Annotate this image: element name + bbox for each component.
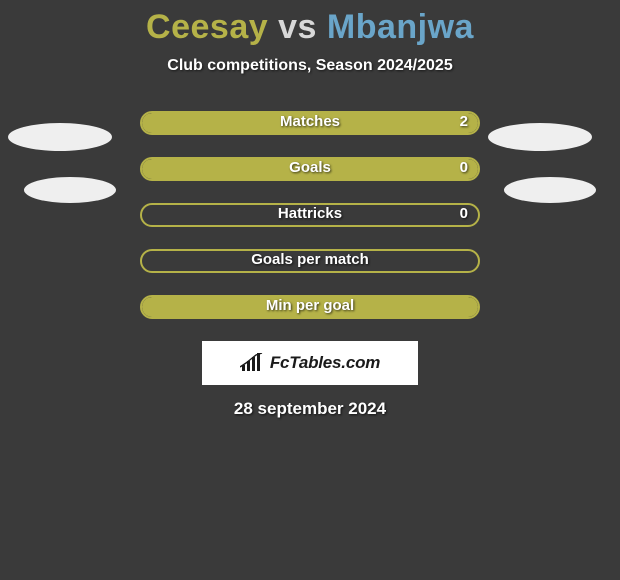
stat-row: Goals per match xyxy=(140,249,480,273)
shadow-ellipse xyxy=(8,123,112,151)
shadow-ellipse xyxy=(488,123,592,151)
logo-text: FcTables.com xyxy=(270,353,380,373)
title-player1: Ceesay xyxy=(146,8,268,46)
bar-label: Goals per match xyxy=(140,249,480,273)
bar-label: Hattricks xyxy=(140,203,480,227)
stat-row: Min per goal xyxy=(140,295,480,319)
bar-label: Min per goal xyxy=(140,295,480,319)
subtitle: Club competitions, Season 2024/2025 xyxy=(0,57,620,75)
stat-row: Hattricks0 xyxy=(140,203,480,227)
shadow-ellipse xyxy=(24,177,116,203)
bar-label: Goals xyxy=(140,157,480,181)
stat-row: Matches2 xyxy=(140,111,480,135)
date-label: 28 september 2024 xyxy=(0,399,620,419)
title-vs: vs xyxy=(278,8,317,46)
title-player2: Mbanjwa xyxy=(327,8,474,46)
bar-label: Matches xyxy=(140,111,480,135)
page-title: Ceesay vs Mbanjwa xyxy=(0,8,620,47)
stat-row: Goals0 xyxy=(140,157,480,181)
logo-box: FcTables.com xyxy=(202,341,418,385)
bar-value: 0 xyxy=(460,203,468,227)
bar-value: 0 xyxy=(460,157,468,181)
barchart-icon xyxy=(240,353,264,373)
card: Ceesay vs Mbanjwa Club competitions, Sea… xyxy=(0,0,620,419)
shadow-ellipse xyxy=(504,177,596,203)
bar-value: 2 xyxy=(460,111,468,135)
